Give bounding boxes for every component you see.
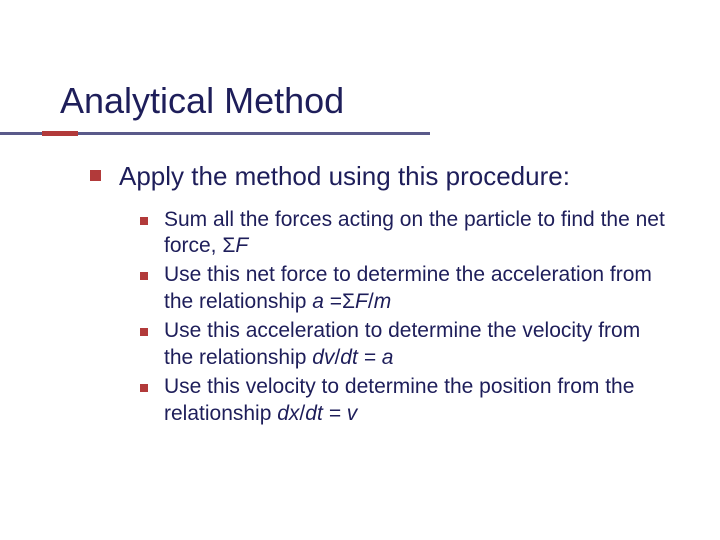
- level1-item: Apply the method using this procedure:: [90, 160, 675, 193]
- content-area: Apply the method using this procedure: S…: [90, 160, 675, 430]
- formula-italic: dv: [312, 346, 334, 369]
- slide-title: Analytical Method: [60, 80, 680, 122]
- level2-text: Use this net force to determine the acce…: [164, 262, 675, 316]
- formula-italic: dx: [277, 402, 299, 425]
- slide-title-area: Analytical Method: [60, 80, 680, 122]
- level2-item: Use this velocity to determine the posit…: [140, 374, 675, 428]
- formula-italic: F: [355, 290, 368, 313]
- formula-italic: a: [312, 290, 330, 313]
- square-bullet-icon: [140, 272, 148, 280]
- square-bullet-icon: [140, 384, 148, 392]
- level2-text: Sum all the forces acting on the particl…: [164, 207, 675, 261]
- level2-text: Use this acceleration to determine the v…: [164, 318, 675, 372]
- formula-italic: m: [374, 290, 392, 313]
- formula-italic: dt = v: [305, 402, 357, 425]
- level2-item: Use this net force to determine the acce…: [140, 262, 675, 316]
- formula-italic: F: [235, 234, 248, 257]
- title-underline-short: [42, 131, 78, 136]
- square-bullet-icon: [140, 217, 148, 225]
- square-bullet-icon: [90, 170, 101, 181]
- level2-item: Use this acceleration to determine the v…: [140, 318, 675, 372]
- level1-text: Apply the method using this procedure:: [119, 160, 570, 193]
- square-bullet-icon: [140, 328, 148, 336]
- formula-italic: dt = a: [340, 346, 393, 369]
- level2-list: Sum all the forces acting on the particl…: [140, 207, 675, 428]
- level2-item: Sum all the forces acting on the particl…: [140, 207, 675, 261]
- level2-text: Use this velocity to determine the posit…: [164, 374, 675, 428]
